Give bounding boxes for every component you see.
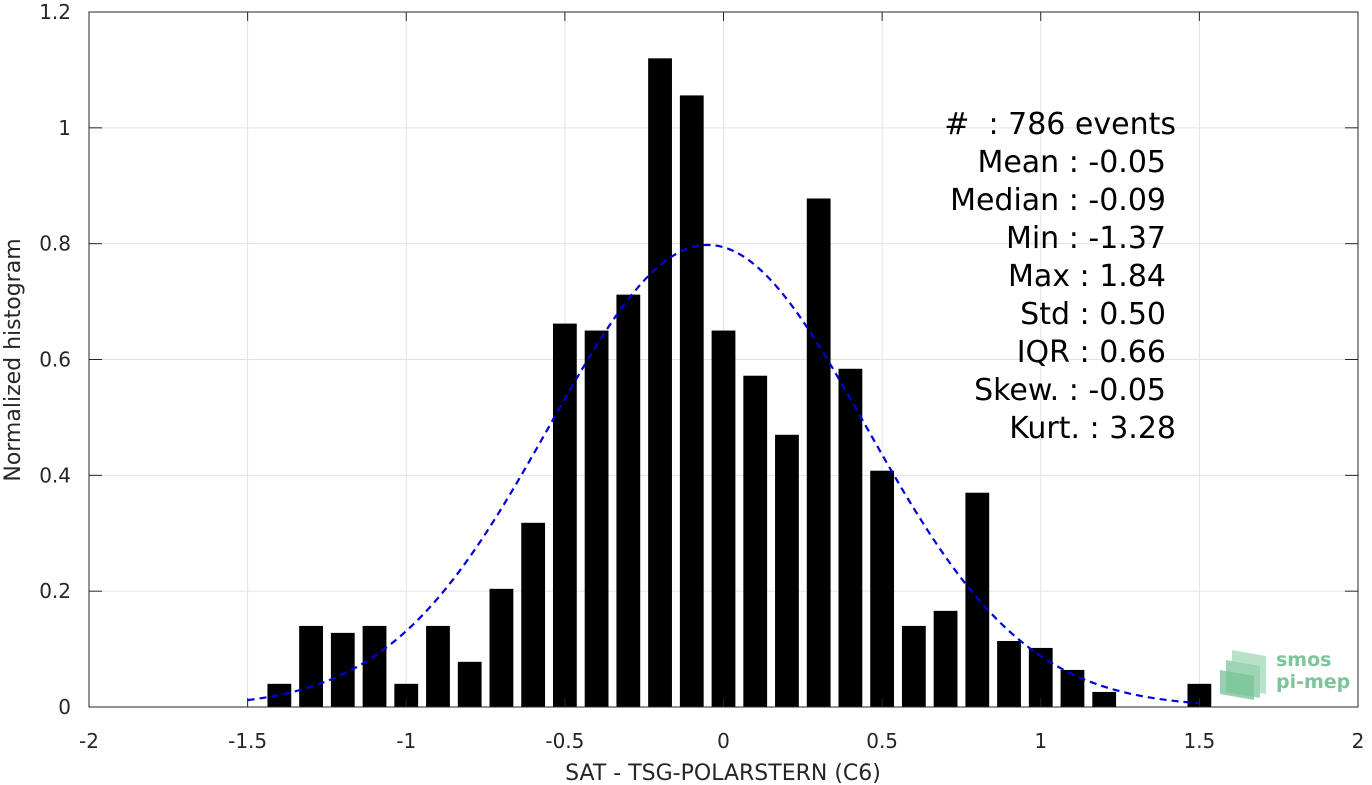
- y-axis-label: Normalized histogram: [1, 238, 26, 481]
- histogram-bar: [584, 330, 609, 707]
- logo-text-pimep: pi-mep: [1276, 671, 1350, 693]
- logo-text-smos: smos: [1276, 649, 1331, 671]
- y-tick-label: 1.2: [39, 0, 71, 24]
- y-tick-label: 0.6: [39, 348, 71, 372]
- stat-line: Mean : -0.05: [977, 145, 1166, 180]
- y-tick-label: 0.8: [39, 232, 71, 256]
- histogram-bar: [806, 198, 831, 707]
- histogram-bar: [299, 625, 323, 707]
- y-tick-label: 0: [58, 695, 71, 719]
- histogram-bar: [362, 625, 387, 707]
- histogram-bar: [1092, 691, 1117, 707]
- x-tick-label: 1: [1034, 729, 1047, 753]
- stat-line: Skew. : -0.05: [974, 373, 1166, 408]
- x-tick-label: 0: [717, 729, 730, 753]
- histogram-bar: [965, 492, 990, 707]
- histogram-bar: [901, 625, 926, 707]
- x-axis-label: SAT - TSG-POLARSTERN (C6): [565, 761, 881, 785]
- gaussian-fit-curve: [247, 243, 1200, 705]
- x-tick-label: 2: [1352, 729, 1365, 753]
- axis-ticks: [88, 11, 1359, 708]
- histogram-bar: [997, 640, 1021, 707]
- y-tick-label: 0.2: [39, 579, 71, 603]
- stat-line: Std : 0.50: [1020, 297, 1166, 332]
- histogram-bar: [775, 434, 799, 707]
- x-tick-label: -2: [79, 729, 99, 753]
- y-tick-labels: 0 0.2 0.4 0.6 0.8 1 1.2: [39, 0, 71, 719]
- histogram-bar: [1060, 669, 1085, 707]
- stat-line: Kurt. : 3.28: [1009, 411, 1176, 446]
- x-tick-label: -1.5: [228, 729, 267, 753]
- histogram-bar: [330, 632, 355, 707]
- stat-line: IQR : 0.66: [1017, 335, 1166, 370]
- y-tick-label: 0.4: [39, 463, 71, 487]
- histogram-bar: [616, 294, 641, 707]
- y-tick-label: 1: [58, 116, 71, 140]
- histogram-bar: [426, 625, 450, 707]
- x-tick-labels: -2 -1.5 -1 -0.5 0 0.5 1 1.5 2: [79, 729, 1364, 753]
- histogram-bar: [552, 323, 577, 707]
- stat-line: Max : 1.84: [1008, 259, 1166, 294]
- histogram-bar: [679, 95, 704, 707]
- x-tick-label: 1.5: [1183, 729, 1215, 753]
- histogram-bar: [743, 375, 768, 707]
- histogram-bar: [457, 661, 482, 707]
- histogram-bar: [521, 522, 546, 707]
- histogram-bar: [838, 368, 863, 707]
- stat-line: Median : -0.09: [950, 183, 1166, 218]
- histogram-bar: [870, 470, 895, 707]
- histogram-bar: [1187, 683, 1212, 707]
- x-tick-label: 0.5: [866, 729, 898, 753]
- histogram-bar: [267, 683, 292, 707]
- x-tick-label: -0.5: [545, 729, 584, 753]
- histogram-bar: [1028, 647, 1053, 707]
- stat-line: # : 786 events: [944, 107, 1176, 142]
- x-tick-label: -1: [396, 729, 416, 753]
- smos-pimep-logo: smos pi-mep: [1220, 649, 1350, 700]
- histogram-bar: [489, 588, 514, 707]
- histogram-bar: [933, 610, 958, 707]
- histogram-bar: [648, 58, 672, 708]
- logo-waves-icon: [1220, 650, 1266, 700]
- histogram-bar: [394, 683, 419, 707]
- stat-line: Min : -1.37: [1006, 221, 1166, 256]
- histogram-bar: [711, 330, 736, 707]
